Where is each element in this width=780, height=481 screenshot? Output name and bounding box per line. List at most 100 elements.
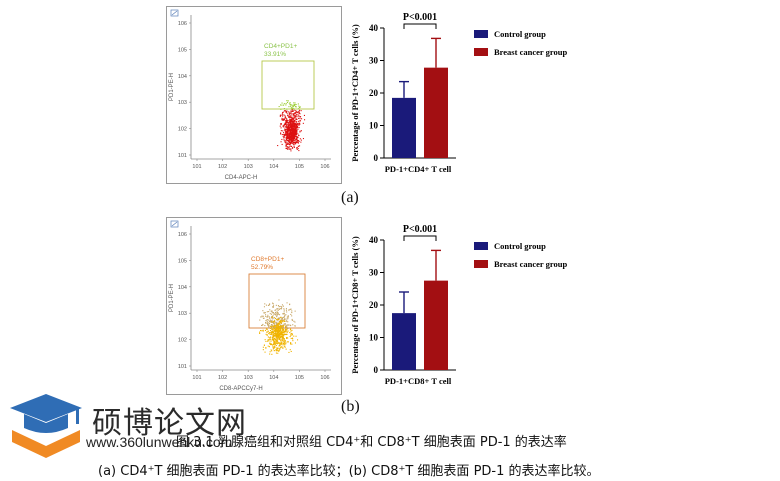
event-dot <box>276 341 278 343</box>
event-dot <box>294 141 297 143</box>
event-dot <box>303 114 305 116</box>
event-dot <box>277 317 279 319</box>
watermark-url: www.360lunwenku.com <box>86 434 233 450</box>
event-dot <box>267 324 269 326</box>
event-dot <box>285 309 287 311</box>
event-dot <box>267 331 269 333</box>
event-dot <box>286 118 288 120</box>
event-dot <box>291 329 293 331</box>
event-dot <box>276 315 278 317</box>
event-dot <box>277 335 279 337</box>
event-dot <box>295 124 297 126</box>
event-dot <box>291 106 293 108</box>
event-dot <box>298 106 300 108</box>
event-dot <box>295 110 297 112</box>
event-dot <box>294 115 296 117</box>
event-dot <box>290 145 293 147</box>
event-dot <box>288 351 290 353</box>
event-dot <box>280 331 282 333</box>
event-dot <box>283 328 285 330</box>
event-dot <box>288 113 290 115</box>
event-dot <box>296 148 298 150</box>
event-dot <box>273 336 275 338</box>
event-dot <box>290 130 292 132</box>
event-dot <box>296 125 298 127</box>
event-dot <box>290 337 292 339</box>
event-dot <box>272 306 274 308</box>
event-dot <box>298 110 300 112</box>
event-dot <box>292 118 294 120</box>
event-dot <box>282 115 284 117</box>
event-dot <box>285 111 287 113</box>
event-dot <box>281 331 283 333</box>
event-dot <box>294 131 296 133</box>
event-dot <box>289 134 291 136</box>
event-dot <box>275 352 277 354</box>
event-dot <box>281 114 283 116</box>
event-dot <box>285 308 287 310</box>
event-dot <box>276 314 278 316</box>
event-dot <box>296 122 298 125</box>
event-dot <box>286 121 288 123</box>
event-dot <box>273 340 275 342</box>
event-dot <box>293 121 295 123</box>
event-dot <box>283 316 285 318</box>
event-dot <box>281 104 283 106</box>
event-dot <box>278 308 280 310</box>
event-dot <box>281 325 283 327</box>
event-dot <box>294 123 296 125</box>
significance-label: P<0.001 <box>403 224 437 235</box>
event-dot <box>287 137 289 139</box>
event-dot <box>296 116 298 118</box>
event-dot <box>271 350 273 352</box>
event-dot <box>280 326 282 328</box>
event-dot <box>290 120 292 122</box>
event-dot <box>279 115 281 117</box>
event-dot <box>277 338 279 340</box>
event-dot <box>278 106 280 108</box>
event-dot <box>278 322 280 324</box>
event-dot <box>282 317 284 319</box>
event-dot <box>275 323 277 325</box>
event-dot <box>290 325 292 327</box>
event-dot <box>298 108 300 110</box>
event-dot <box>289 104 291 106</box>
event-dot <box>288 102 290 104</box>
event-dot <box>277 323 279 325</box>
event-dot <box>286 136 288 138</box>
event-dot <box>297 114 299 116</box>
event-dot <box>272 315 274 317</box>
event-dot <box>294 130 296 132</box>
x-tick-label: 104 <box>269 375 278 381</box>
event-dot <box>263 311 265 313</box>
event-dot <box>286 333 288 335</box>
bar-control <box>392 97 416 158</box>
event-dot <box>286 142 288 144</box>
event-dot <box>277 309 279 311</box>
event-dot <box>274 325 276 327</box>
event-dot <box>283 330 285 333</box>
event-dot <box>284 134 286 136</box>
event-dot <box>289 136 291 138</box>
event-dot <box>287 124 289 126</box>
flow-plot-a: 101 101 102 102 103 103 104 104 105 105 106 106 PD1-… <box>166 6 342 184</box>
event-dot <box>285 123 287 125</box>
event-dot <box>291 140 294 143</box>
event-dot <box>262 329 264 331</box>
event-dot <box>290 330 292 332</box>
event-dot <box>273 347 275 349</box>
event-dot <box>284 314 286 316</box>
event-dot <box>283 103 285 105</box>
event-dot <box>265 304 267 306</box>
event-dot <box>289 133 291 135</box>
event-dot <box>266 334 268 336</box>
event-dot <box>291 135 293 137</box>
event-dot <box>274 345 276 347</box>
event-dot <box>275 327 277 329</box>
event-dot <box>273 337 276 339</box>
event-dot <box>298 122 300 124</box>
event-dot <box>291 128 293 130</box>
event-dot <box>285 140 287 142</box>
event-dot <box>279 328 281 330</box>
event-dot <box>265 347 267 349</box>
